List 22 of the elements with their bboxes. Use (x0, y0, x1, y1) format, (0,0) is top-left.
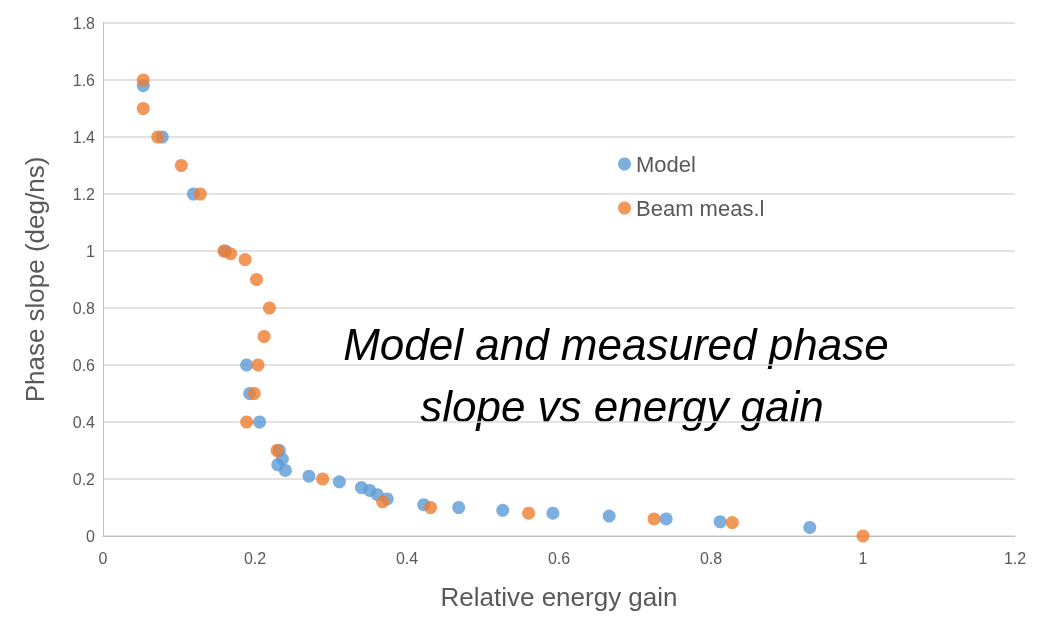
y-tick-label: 0 (86, 527, 96, 545)
x-tick-label: 0.6 (547, 549, 571, 567)
annotation: Model and measured phase slope vs energy gain (343, 319, 901, 431)
x-tick-label: 0.4 (395, 549, 419, 567)
x-axis-title: Relative energy gain (440, 582, 678, 612)
x-tick-label: 0.8 (699, 549, 723, 567)
y-tick-label: 0.6 (72, 356, 96, 374)
y-tick-label: 0.4 (72, 413, 96, 431)
y-tick-label: 1 (86, 242, 96, 260)
x-tick-label: 1 (858, 549, 868, 567)
y-axis-title: Phase slope (deg/ns) (20, 156, 50, 403)
x-tick-label: 1.2 (1003, 549, 1027, 567)
legend-label: Beam meas.l (636, 195, 765, 221)
x-tick-label: 0.2 (243, 549, 267, 567)
y-tick-label: 1.4 (72, 128, 96, 146)
y-tick-label: 0.2 (72, 470, 96, 488)
y-tick-label: 1.8 (72, 14, 96, 32)
y-tick-label: 1.2 (72, 185, 96, 203)
legend-label: Model (636, 151, 696, 177)
y-tick-label: 1.6 (72, 71, 96, 89)
y-tick-label: 0.8 (72, 299, 96, 317)
x-tick-label: 0 (98, 549, 108, 567)
